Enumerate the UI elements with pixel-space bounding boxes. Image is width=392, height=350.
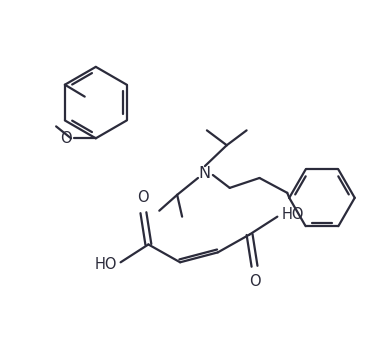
Text: O: O xyxy=(249,274,260,289)
Text: HO: HO xyxy=(281,207,304,222)
Text: O: O xyxy=(138,190,149,205)
Text: N: N xyxy=(199,166,211,181)
Text: HO: HO xyxy=(94,257,117,272)
Text: O: O xyxy=(60,131,72,146)
